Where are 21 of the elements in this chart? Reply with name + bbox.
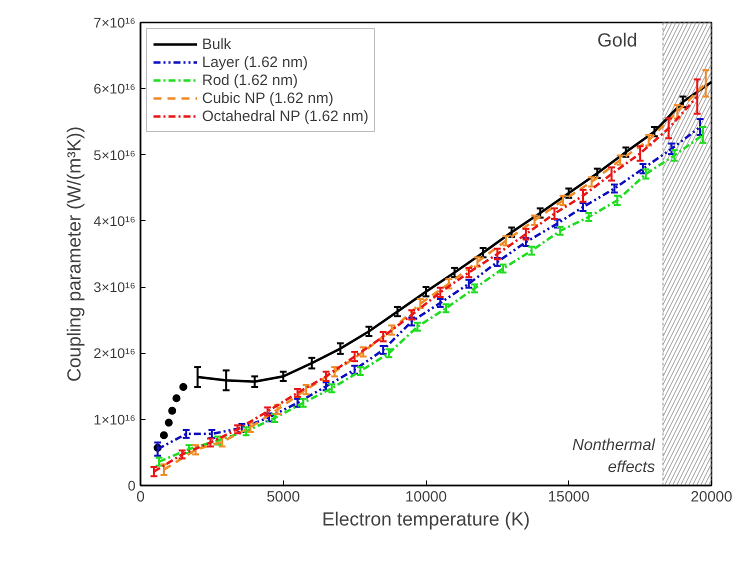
y-tick-label: 1×10¹⁶ bbox=[94, 411, 136, 428]
band-label: Nonthermal effects bbox=[572, 437, 656, 476]
y-tick-label: 3×10¹⁶ bbox=[94, 279, 136, 296]
chart-title: Gold bbox=[597, 30, 638, 52]
x-tick-label: 5000 bbox=[266, 488, 300, 506]
y-tick-label: 6×10¹⁶ bbox=[94, 80, 136, 97]
y-tick-label: 4×10¹⁶ bbox=[94, 212, 136, 229]
legend-label: Cubic NP (1.62 nm) bbox=[202, 89, 334, 107]
legend-label: Bulk bbox=[202, 35, 232, 53]
legend-label: Layer (1.62 nm) bbox=[202, 53, 308, 71]
y-tick-label: 7×10¹⁶ bbox=[94, 14, 136, 30]
y-tick-label: 0 bbox=[128, 478, 136, 494]
x-tick-label: 10000 bbox=[405, 488, 447, 506]
legend-label: Octahedral NP (1.62 nm) bbox=[202, 107, 368, 125]
x-tick-label: 20000 bbox=[690, 488, 732, 506]
y-tick-label: 2×10¹⁶ bbox=[94, 345, 136, 362]
x-axis-title: Electron temperature (K) bbox=[322, 510, 530, 530]
y-tick-label: 5×10¹⁶ bbox=[94, 146, 136, 163]
x-tick-label: 15000 bbox=[548, 488, 590, 506]
y-axis-title: Coupling parameter (W/(m³K)) bbox=[64, 126, 86, 382]
legend-label: Rod (1.62 nm) bbox=[202, 71, 298, 89]
